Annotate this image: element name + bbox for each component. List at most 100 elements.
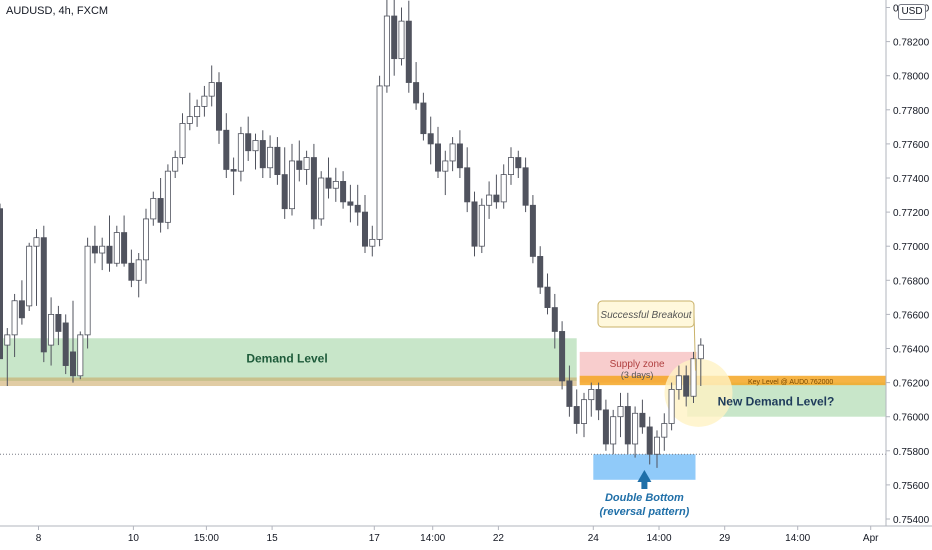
bull-candle <box>4 334 11 346</box>
supply-zone-label: Supply zone <box>610 359 665 370</box>
time-tick-label: 14:00 <box>646 533 671 544</box>
bear-candle <box>624 406 631 445</box>
demand-level-zone <box>0 338 577 381</box>
bull-candle <box>507 157 514 175</box>
bear-candle <box>310 157 317 220</box>
time-tick-label: 8 <box>36 533 42 544</box>
bull-candle <box>172 157 179 172</box>
price-tick-label: 0.76200 <box>893 379 930 390</box>
arrow-up-icon <box>637 470 652 482</box>
time-tick-label: 10 <box>128 533 140 544</box>
bear-candle <box>566 380 573 407</box>
bear-candle <box>223 129 230 170</box>
time-tick-label: 29 <box>719 533 731 544</box>
bull-candle <box>383 15 390 87</box>
key-level-label: Key Level @ AUD0.762000 <box>748 379 833 386</box>
bull-candle <box>164 170 171 223</box>
bear-candle <box>529 204 536 257</box>
bull-candle <box>478 204 485 247</box>
bear-candle <box>245 133 252 152</box>
bull-candle <box>376 85 383 240</box>
price-axis-background <box>886 0 932 550</box>
bear-candle <box>259 140 266 169</box>
bull-candle <box>288 160 295 210</box>
bull-candle <box>690 358 697 397</box>
breakout-highlight-circle <box>664 358 733 427</box>
time-tick-label: 24 <box>588 533 600 544</box>
price-axis[interactable]: 0.75400 0.75600 0.75800 0.76000 0.76200 0.764… <box>886 4 930 527</box>
bear-candle <box>427 133 434 145</box>
bear-candle <box>559 331 566 382</box>
price-tick-label: 0.76000 <box>893 413 930 424</box>
price-tick-label: 0.77000 <box>893 242 930 253</box>
bull-candle <box>318 177 325 220</box>
callout-pointer <box>693 313 696 371</box>
bear-candle <box>62 322 69 366</box>
bear-candle <box>215 82 222 131</box>
price-tick-label: 0.77800 <box>893 106 930 117</box>
bear-candle <box>70 351 77 377</box>
bull-candle <box>449 143 456 162</box>
double-bottom-label: Double Bottom <box>605 492 684 504</box>
bear-candle <box>40 237 47 353</box>
bear-candle <box>18 300 25 319</box>
price-tick-label: 0.77400 <box>893 174 930 185</box>
bear-candle <box>515 157 522 169</box>
bull-candle <box>11 300 18 336</box>
chart-title: AUDUSD, 4h, FXCM <box>6 5 109 17</box>
bull-candle <box>113 232 120 264</box>
double-bottom-arrow <box>637 470 652 489</box>
bear-candle <box>683 375 690 397</box>
bear-candle <box>420 102 427 135</box>
price-tick-label: 0.78000 <box>893 72 930 83</box>
time-tick-label: 15:00 <box>194 533 219 544</box>
bear-candle <box>551 307 558 332</box>
price-tick-label: 0.75600 <box>893 481 930 492</box>
bull-candle <box>668 389 675 424</box>
bear-candle <box>405 20 412 83</box>
bull-candle <box>135 259 142 281</box>
bull-candle <box>194 105 201 118</box>
bear-candle <box>230 169 237 172</box>
bull-candle <box>208 82 215 97</box>
time-tick-label: Apr <box>863 533 879 544</box>
bear-candle <box>413 82 420 104</box>
bear-candle <box>391 15 398 60</box>
bear-candle <box>281 174 288 210</box>
bull-candle <box>142 218 149 261</box>
bull-candle <box>442 160 449 172</box>
price-tick-label: 0.78200 <box>893 38 930 49</box>
supply-zone-sub-label: (3 days) <box>621 370 654 380</box>
currency-button[interactable]: USD <box>898 4 926 20</box>
key-level-band-left <box>0 377 577 387</box>
bear-candle <box>493 194 500 203</box>
price-tick-label: 0.76600 <box>893 310 930 321</box>
bear-candle <box>325 177 332 189</box>
bear-candle <box>128 262 135 281</box>
bear-candle <box>121 232 128 264</box>
bear-candle <box>602 409 609 445</box>
bull-candle <box>697 344 704 360</box>
bear-candle <box>522 167 529 206</box>
bull-candle <box>179 123 186 158</box>
bull-candle <box>675 375 682 390</box>
bull-candle <box>201 95 208 107</box>
price-tick-label: 0.75400 <box>893 515 930 526</box>
bull-candle <box>99 245 106 254</box>
bull-candle <box>610 416 617 445</box>
demand-level-label: Demand Level <box>246 352 327 366</box>
bear-candle <box>91 245 98 254</box>
candles-group <box>0 0 704 468</box>
bull-candle <box>77 334 84 377</box>
time-tick-label: 14:00 <box>785 533 810 544</box>
price-tick-label: 0.75800 <box>893 447 930 458</box>
bull-candle <box>150 198 157 220</box>
price-tick-label: 0.77200 <box>893 208 930 219</box>
double-bottom-sub-label: (reversal pattern) <box>599 506 689 518</box>
time-axis[interactable]: 8 10 15:00 15 17 14:00 22 24 14:00 29 14:00 Apr <box>36 526 879 544</box>
new-demand-level-label: New Demand Level? <box>718 394 835 408</box>
bear-candle <box>537 256 544 288</box>
bull-candle <box>654 436 661 455</box>
successful-breakout-label: Successful Breakout <box>600 310 692 321</box>
